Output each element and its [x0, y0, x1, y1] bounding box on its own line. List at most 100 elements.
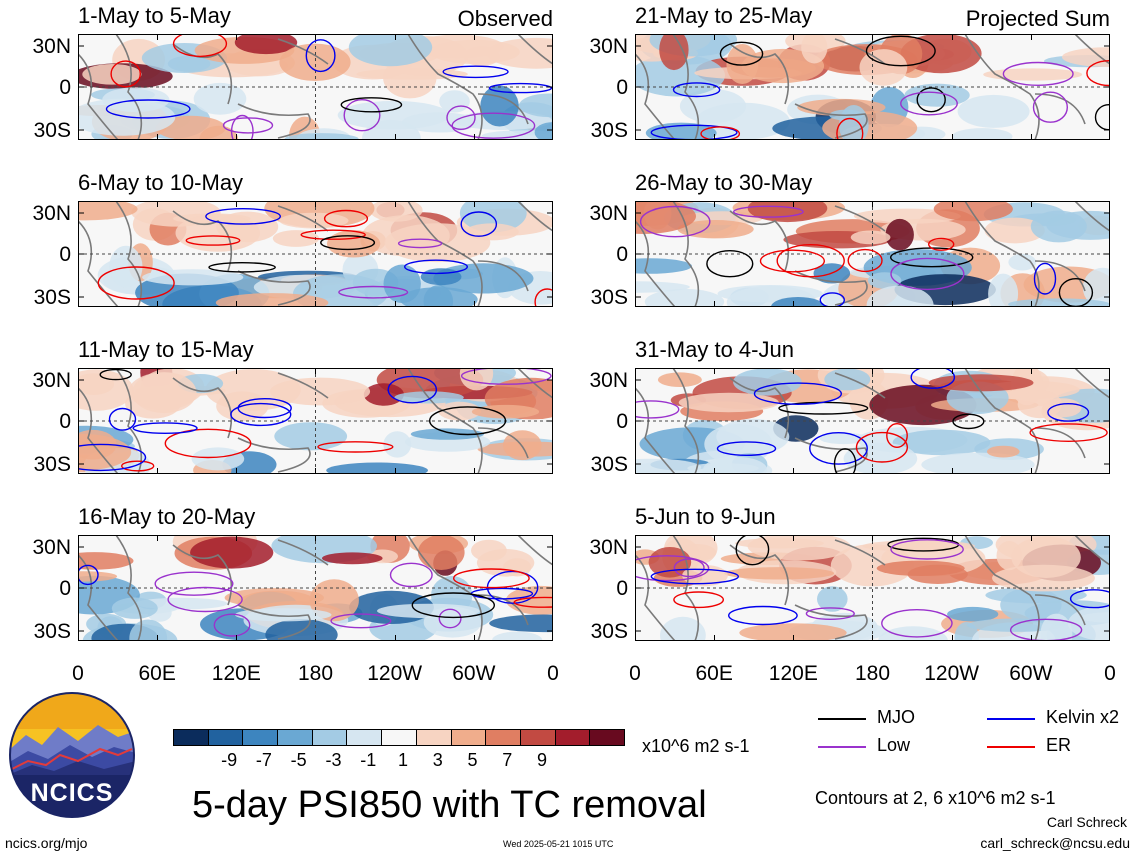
contours-note: Contours at 2, 6 x10^6 m2 s-1: [815, 788, 1056, 808]
main-title: 5-day PSI850 with TC removal: [192, 784, 707, 826]
map-panel: [78, 535, 553, 641]
y-tick-label: 0: [616, 76, 628, 99]
legend: MJO Kelvin x2 Low ER: [815, 704, 1135, 774]
legend-label-kelvin: Kelvin x2: [1046, 707, 1120, 727]
y-tick-label: 30N: [589, 536, 628, 559]
map-panel: [78, 34, 553, 140]
colorbar-tick-label: 7: [502, 750, 513, 770]
panel-title: 11-May to 15-May: [78, 337, 254, 362]
colorbar-unit: x10^6 m2 s-1: [642, 736, 750, 756]
legend-line-er: [987, 746, 1035, 748]
colorbar: [173, 729, 625, 746]
y-tick-label: 30N: [32, 35, 71, 58]
colorbar-tick-label: -7: [255, 750, 272, 770]
colorbar-tick-label: -3: [325, 750, 342, 770]
x-tick-label: 120E: [768, 662, 818, 685]
y-tick-label: 0: [59, 243, 71, 266]
map-panel: [635, 535, 1110, 641]
y-tick-label: 30N: [589, 202, 628, 225]
x-tick-label: 0: [1104, 662, 1116, 685]
panel-title: 26-May to 30-May: [635, 170, 813, 195]
colorbar-tick-label: 3: [432, 750, 443, 770]
map-panel: [635, 34, 1110, 140]
y-tick-label: 30N: [589, 369, 628, 392]
legend-line-low: [818, 746, 866, 748]
y-tick-label: 30N: [32, 536, 71, 559]
anomaly-map: [635, 368, 1110, 474]
y-tick-label: 30S: [590, 453, 628, 476]
colorbar-swatch: [485, 730, 520, 745]
y-tick-label: 30S: [33, 620, 71, 643]
x-tick-label: 60E: [695, 662, 733, 685]
anomaly-map: [78, 368, 553, 474]
panel-title: 21-May to 25-May: [635, 3, 813, 28]
x-tick-label: 0: [72, 662, 84, 685]
map-panel: [635, 368, 1110, 474]
colorbar-tick-label: 5: [467, 750, 478, 770]
x-tick-label: 60W: [452, 662, 496, 685]
y-tick-label: 30S: [33, 453, 71, 476]
footer-url[interactable]: ncics.org/mjo: [5, 835, 88, 851]
colorbar-swatch: [311, 730, 347, 745]
y-tick-label: 30S: [590, 620, 628, 643]
ncics-logo: NCICS: [8, 691, 136, 819]
footer-author: Carl Schreck: [1046, 814, 1127, 830]
footer-timestamp: Wed 2025-05-21 1015 UTC: [503, 839, 614, 849]
y-tick-label: 0: [59, 410, 71, 433]
panel-title: 31-May to 4-Jun: [635, 337, 794, 362]
x-tick-label: 180: [297, 662, 334, 685]
anomaly-map: [635, 535, 1110, 641]
x-tick-label: 0: [547, 662, 559, 685]
x-tick-label: 180: [854, 662, 891, 685]
x-tick-label: 0: [629, 662, 641, 685]
colorbar-swatch: [589, 730, 624, 745]
map-panel: [78, 201, 553, 307]
y-tick-label: 0: [616, 577, 628, 600]
panel-title: 5-Jun to 9-Jun: [635, 504, 776, 529]
map-panel: [78, 368, 553, 474]
footer-email[interactable]: carl_schreck@ncsu.edu: [980, 835, 1130, 851]
logo-text: NCICS: [30, 779, 114, 807]
x-tick-label: 120W: [924, 662, 980, 685]
y-tick-label: 30S: [33, 119, 71, 142]
anomaly-map: [635, 34, 1110, 140]
colorbar-swatch: [174, 730, 208, 745]
y-tick-label: 30N: [32, 202, 71, 225]
colorbar-swatch: [277, 730, 312, 745]
y-tick-label: 0: [59, 76, 71, 99]
legend-line-kelvin: [987, 718, 1035, 720]
colorbar-swatch: [242, 730, 278, 745]
legend-label-mjo: MJO: [877, 707, 915, 727]
colorbar-swatch: [381, 730, 416, 745]
x-tick-label: 120W: [367, 662, 423, 685]
y-tick-label: 0: [616, 243, 628, 266]
anomaly-map: [635, 201, 1110, 307]
x-tick-label: 60W: [1009, 662, 1053, 685]
y-tick-label: 30N: [32, 369, 71, 392]
colorbar-swatch: [415, 730, 451, 745]
colorbar-swatch: [346, 730, 382, 745]
y-tick-label: 0: [59, 577, 71, 600]
y-tick-label: 30S: [590, 286, 628, 309]
colorbar-tick-label: -9: [221, 750, 238, 770]
map-panel: [635, 201, 1110, 307]
colorbar-swatch: [519, 730, 555, 745]
legend-line-mjo: [818, 718, 866, 720]
colorbar-swatch: [450, 730, 486, 745]
legend-label-er: ER: [1046, 735, 1072, 755]
colorbar-swatch: [207, 730, 243, 745]
colorbar-swatch: [554, 730, 590, 745]
panel-tag: Projected Sum: [965, 6, 1110, 31]
anomaly-map: [78, 201, 553, 307]
panel-title: 1-May to 5-May: [78, 3, 231, 28]
y-tick-label: 30S: [33, 286, 71, 309]
panel-tag: Observed: [457, 6, 553, 31]
legend-label-low: Low: [877, 735, 911, 755]
y-tick-label: 0: [616, 410, 628, 433]
x-tick-label: 60E: [138, 662, 176, 685]
y-tick-label: 30N: [589, 35, 628, 58]
anomaly-map: [78, 34, 553, 140]
colorbar-tick-label: -1: [360, 750, 377, 770]
colorbar-tick-label: -5: [290, 750, 307, 770]
y-tick-label: 30S: [590, 119, 628, 142]
